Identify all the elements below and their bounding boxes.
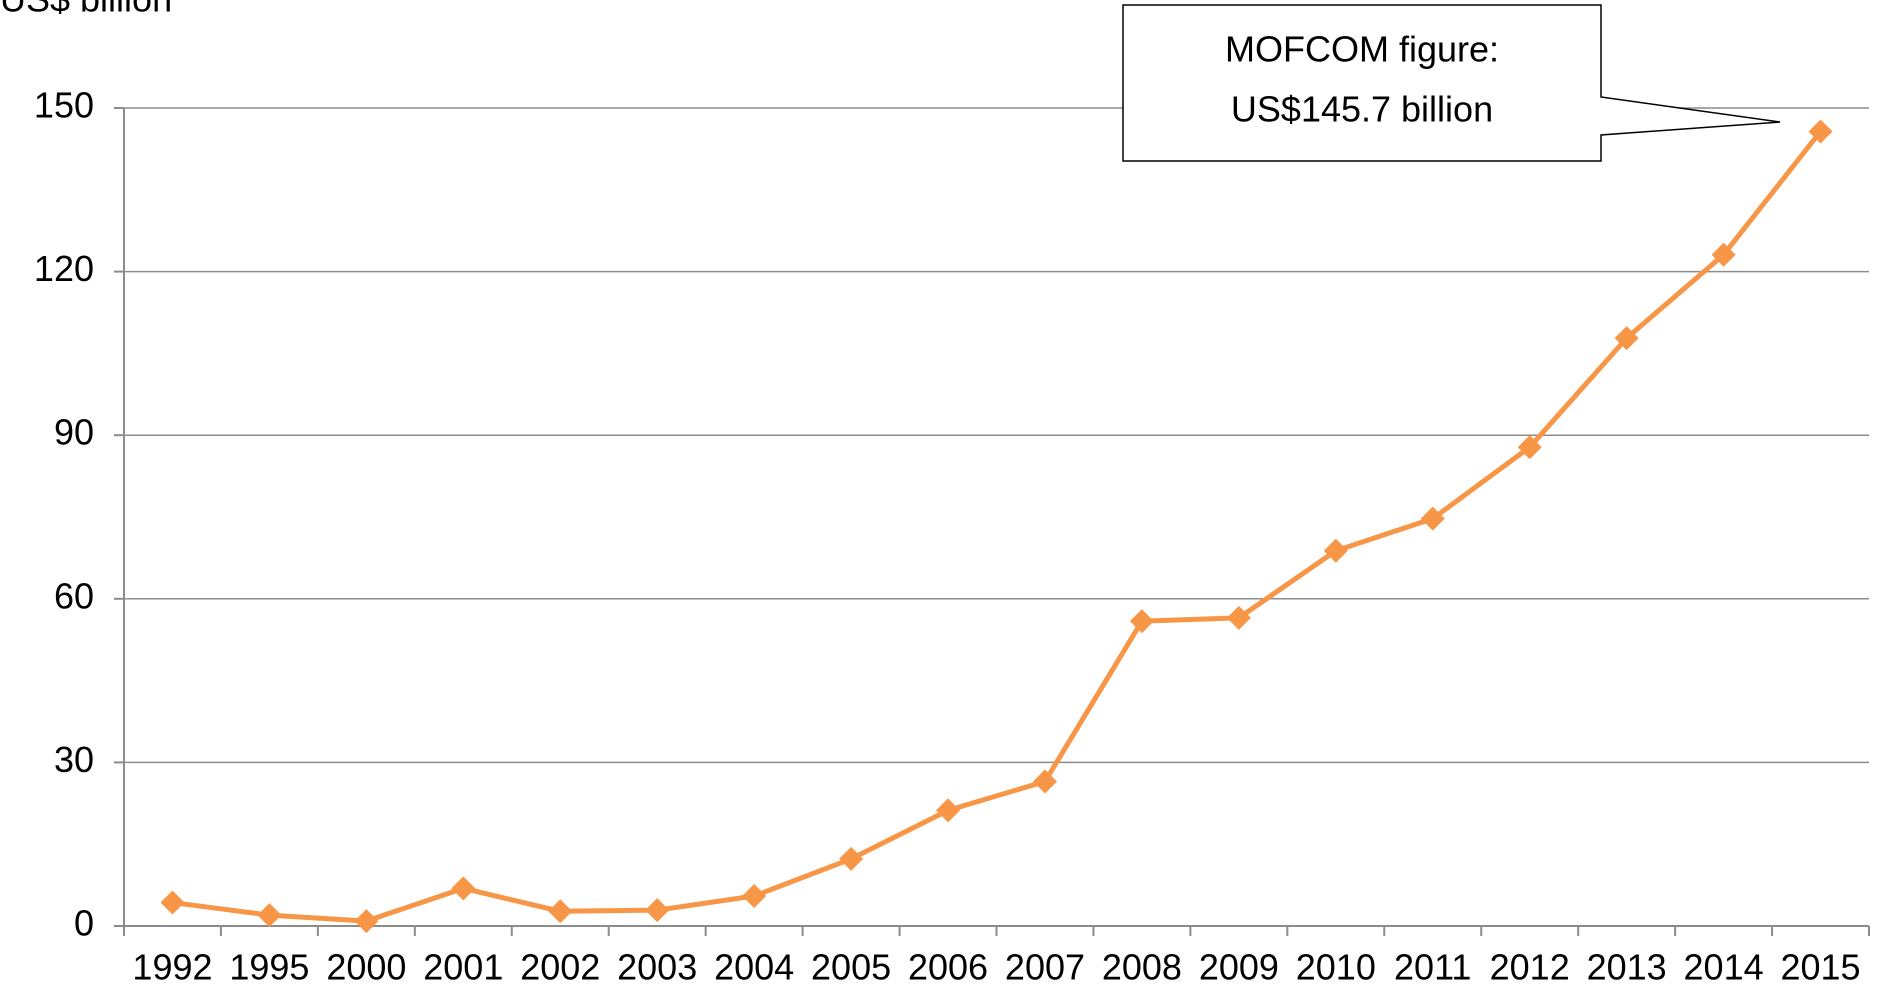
- marker: [1517, 435, 1542, 460]
- x-tick-label: 2010: [1296, 947, 1376, 988]
- x-tick-label: 2007: [1005, 947, 1085, 988]
- marker: [645, 898, 670, 923]
- x-tick-label: 2001: [423, 947, 503, 988]
- x-tick-label: 2006: [908, 947, 988, 988]
- line: [172, 129, 1823, 924]
- x-tick-label: 2014: [1684, 947, 1764, 988]
- y-axis-label: US$ billion: [0, 0, 172, 20]
- marker: [1226, 605, 1251, 630]
- x-tick-label: 2008: [1102, 947, 1182, 988]
- marker: [257, 903, 282, 928]
- marker: [354, 909, 379, 934]
- marker: [936, 798, 961, 823]
- callout-box: [1122, 4, 1781, 162]
- x-tick-label: 2013: [1587, 947, 1667, 988]
- x-tick-label: 2012: [1490, 947, 1570, 988]
- y-tick-label: 30: [54, 739, 94, 780]
- marker: [1711, 242, 1736, 267]
- x-tick-label: 2003: [617, 947, 697, 988]
- y-tick-label: 120: [34, 248, 94, 289]
- marker: [742, 884, 767, 909]
- x-tick-label: 2011: [1394, 947, 1471, 988]
- marker: [1032, 769, 1057, 794]
- marker: [1323, 538, 1348, 563]
- x-tick-label: 2015: [1780, 947, 1860, 988]
- marker: [839, 846, 864, 871]
- marker: [160, 890, 185, 915]
- x-tick-label: 1992: [132, 947, 212, 988]
- x-tick-label: 2002: [520, 947, 600, 988]
- marker: [1614, 326, 1639, 351]
- x-tick-label: 2004: [714, 947, 794, 988]
- marker: [451, 876, 476, 901]
- y-tick-label: 0: [74, 903, 94, 944]
- y-tick-label: 60: [54, 575, 94, 616]
- annotation-text: MOFCOM figure:: [1225, 29, 1499, 70]
- x-tick-label: 1995: [229, 947, 309, 988]
- y-tick-label: 150: [34, 85, 94, 126]
- marker: [548, 899, 573, 924]
- y-tick-label: 90: [54, 412, 94, 453]
- marker: [1420, 506, 1445, 531]
- annotation-text: US$145.7 billion: [1231, 89, 1493, 130]
- x-tick-label: 2009: [1199, 947, 1279, 988]
- x-tick-label: 2000: [326, 947, 406, 988]
- x-tick-label: 2005: [811, 947, 891, 988]
- marker: [1129, 609, 1154, 634]
- marker: [1808, 119, 1833, 144]
